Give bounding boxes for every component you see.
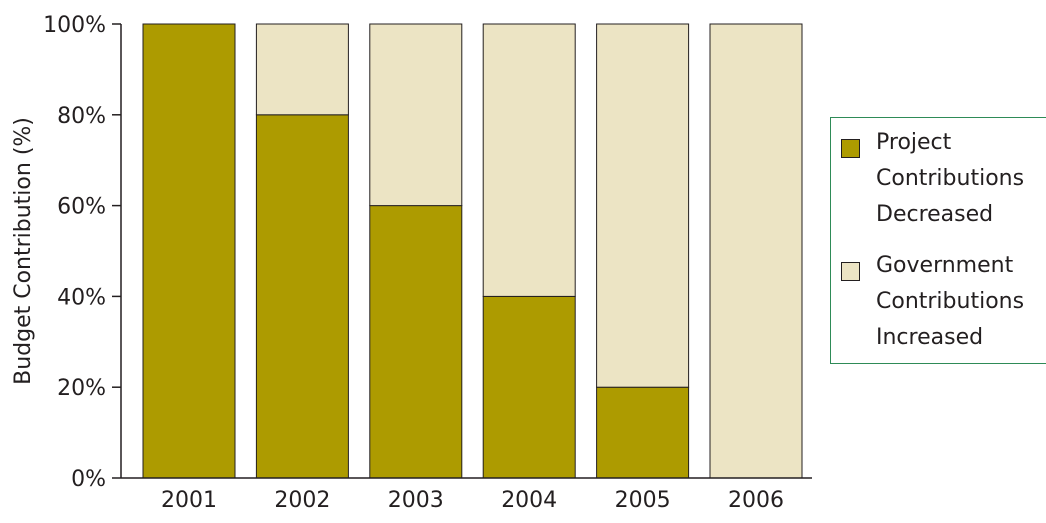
y-axis-title: Budget Contribution (%) bbox=[11, 117, 36, 385]
bar-project-2004 bbox=[482, 295, 576, 479]
bar-project-2001 bbox=[142, 23, 236, 479]
legend-label-government: Government Contributions Increased bbox=[876, 253, 1025, 350]
y-tick-label: 40% bbox=[57, 285, 106, 310]
legend-swatch-government bbox=[841, 262, 860, 281]
legend-swatch-project bbox=[841, 139, 860, 158]
legend-item-project: Project Contributions Decreased bbox=[841, 130, 1024, 233]
x-tick-label-2006: 2006 bbox=[728, 488, 784, 513]
y-tick-label: 20% bbox=[57, 376, 106, 401]
bar-project-2002 bbox=[255, 114, 349, 479]
x-tick-label-2002: 2002 bbox=[274, 488, 330, 513]
bar-government-2005 bbox=[596, 23, 690, 388]
legend-label-project: Project Contributions Decreased bbox=[876, 130, 1025, 227]
x-ticks-group: 2001 2002 2003 2004 2005 2006 bbox=[161, 488, 784, 513]
x-tick-label-2004: 2004 bbox=[501, 488, 557, 513]
bar-government-2003 bbox=[369, 23, 463, 207]
bar-project-2003 bbox=[369, 205, 463, 479]
x-tick-label-2001: 2001 bbox=[161, 488, 217, 513]
y-tick-label: 80% bbox=[57, 104, 106, 129]
bar-government-2002 bbox=[255, 23, 349, 116]
legend-item-government: Government Contributions Increased bbox=[841, 253, 1024, 356]
y-tick-label: 0% bbox=[71, 467, 106, 492]
y-ticks-group: 0% 20% 40% 60% 80% 100% bbox=[43, 13, 121, 492]
y-tick-label: 100% bbox=[43, 13, 106, 38]
x-tick-label-2003: 2003 bbox=[388, 488, 444, 513]
bar-government-2004 bbox=[482, 23, 576, 297]
bar-project-2005 bbox=[596, 386, 690, 479]
bars-group bbox=[142, 23, 803, 479]
legend: Project Contributions Decreased Governme… bbox=[830, 117, 1046, 364]
bar-government-2006 bbox=[709, 23, 803, 479]
y-tick-label: 60% bbox=[57, 195, 106, 220]
x-tick-label-2005: 2005 bbox=[615, 488, 671, 513]
